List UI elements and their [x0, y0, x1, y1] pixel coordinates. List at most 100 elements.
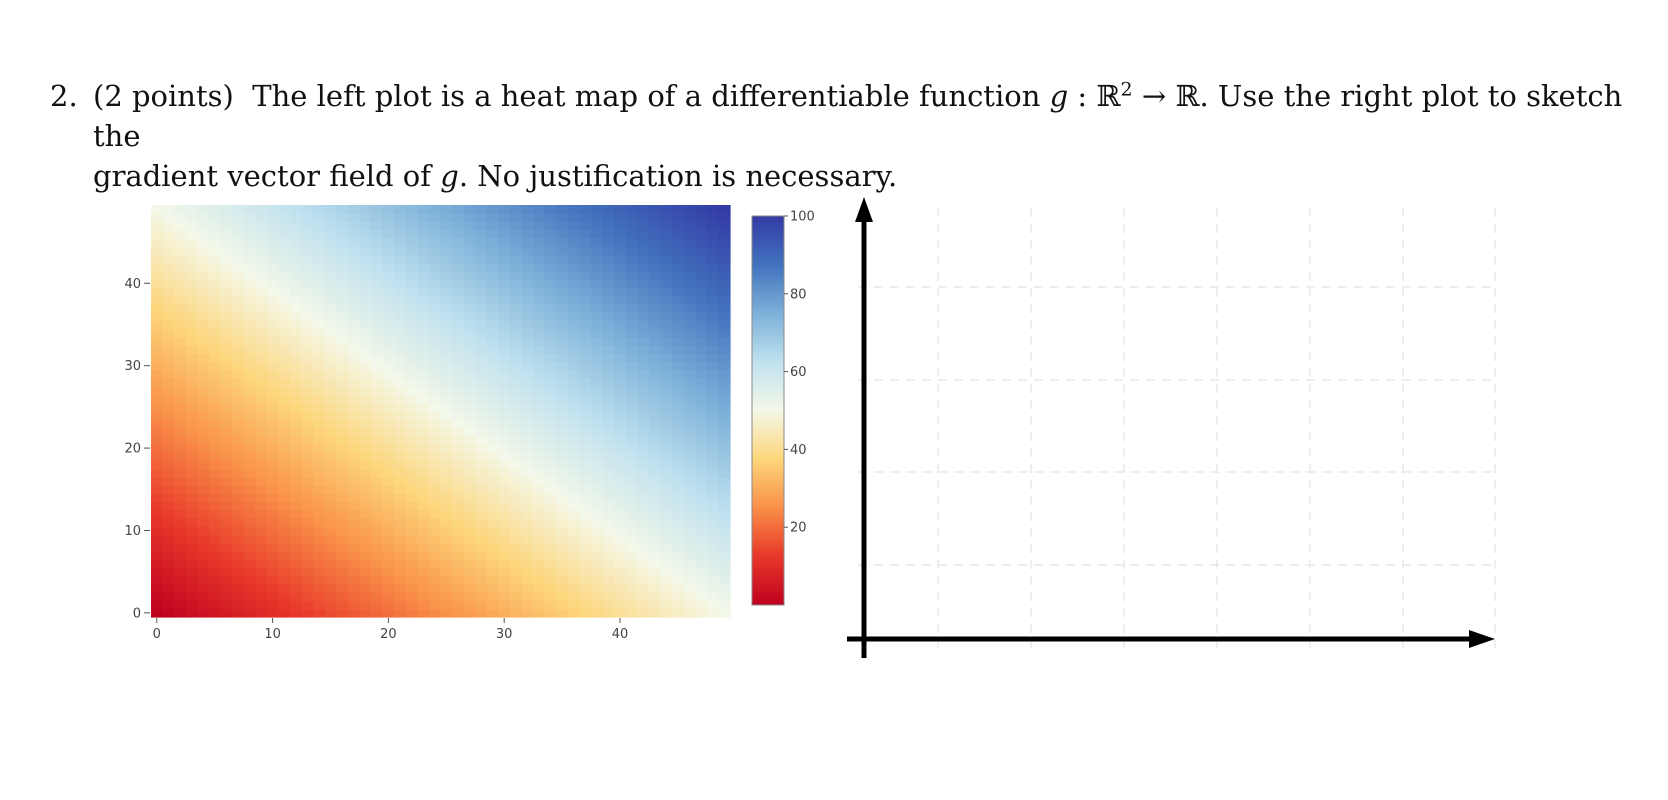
heatmap-cell	[672, 205, 685, 214]
heatmap-cell	[185, 452, 198, 462]
heatmap-cell	[336, 452, 349, 462]
heatmap-cell	[672, 575, 685, 585]
heatmap-cell	[174, 361, 187, 371]
heatmap-cell	[706, 592, 720, 602]
heatmap-cell	[602, 584, 615, 593]
heatmap-cell	[220, 262, 233, 272]
heatmap-cell	[394, 287, 407, 297]
heatmap-cell	[405, 237, 418, 247]
heatmap-cell	[533, 303, 546, 313]
heatmap-cell	[695, 345, 708, 354]
heatmap-cell	[417, 246, 430, 256]
heatmap-cell	[672, 361, 685, 371]
heatmap-cell	[683, 386, 696, 396]
heatmap-cell	[266, 501, 279, 511]
heatmap-cell	[579, 205, 592, 214]
heatmap-cell	[648, 361, 662, 371]
heatmap-cell	[533, 608, 546, 618]
heatmap-cell	[301, 600, 314, 610]
heatmap-cell	[683, 419, 696, 429]
heatmap-cell	[672, 443, 685, 453]
heatmap-cell	[232, 336, 245, 346]
heatmap-cell	[405, 534, 418, 544]
heatmap-cell	[660, 262, 673, 272]
heatmap-cell	[614, 452, 627, 462]
heatmap-cell	[266, 608, 279, 618]
heatmap-cell	[185, 205, 198, 214]
heatmap-cell	[185, 295, 198, 305]
heatmap-cell	[718, 394, 731, 404]
heatmap-cell	[347, 600, 361, 610]
heatmap-cell	[544, 279, 557, 288]
heatmap-cell	[660, 287, 673, 297]
heatmap-cell	[324, 369, 337, 379]
heatmap-cell	[521, 542, 534, 552]
heatmap-cell	[382, 468, 395, 478]
heatmap-cell	[475, 361, 488, 371]
heatmap-cell	[266, 295, 279, 305]
heatmap-cell	[533, 345, 546, 354]
heatmap-cell	[591, 361, 604, 371]
heatmap-cell	[278, 460, 291, 470]
heatmap-cell	[336, 279, 349, 288]
heatmap-cell	[371, 419, 384, 429]
heatmap-cell	[486, 493, 499, 503]
heatmap-cell	[625, 270, 638, 280]
heatmap-cell	[672, 600, 685, 610]
heatmap-cell	[614, 229, 627, 239]
heatmap-cell	[382, 378, 395, 387]
heatmap-cell	[440, 320, 453, 330]
heatmap-cell	[579, 485, 592, 494]
heatmap-cell	[556, 551, 569, 560]
heatmap-cell	[706, 303, 720, 313]
heatmap-cell	[428, 600, 442, 610]
heatmap-cell	[151, 567, 164, 577]
heatmap-cell	[463, 485, 476, 494]
heatmap-cell	[151, 600, 164, 610]
heatmap-cell	[289, 427, 303, 437]
heatmap-cell	[232, 534, 245, 544]
heatmap-cell	[394, 353, 407, 363]
heatmap-cell	[266, 246, 279, 256]
heatmap-cell	[718, 262, 731, 272]
heatmap-cell	[301, 435, 314, 445]
heatmap-cell	[417, 485, 430, 494]
heatmap-cell	[695, 427, 708, 437]
heatmap-cell	[706, 493, 720, 503]
heatmap-cell	[185, 213, 198, 223]
heatmap-cell	[660, 476, 673, 486]
heatmap-cell	[625, 443, 638, 453]
heatmap-cell	[475, 386, 488, 396]
heatmap-cell	[405, 501, 418, 511]
heatmap-cell	[394, 501, 407, 511]
heatmap-cell	[301, 402, 314, 412]
heatmap-cell	[243, 567, 256, 577]
heatmap-cell	[625, 485, 638, 494]
heatmap-cell	[313, 476, 326, 486]
heatmap-cell	[718, 402, 731, 412]
heatmap-cell	[197, 229, 210, 239]
heatmap-cell	[220, 320, 233, 330]
heatmap-cell	[509, 575, 523, 585]
heatmap-cell	[394, 237, 407, 247]
heatmap-cell	[440, 246, 453, 256]
heatmap-cell	[521, 435, 534, 445]
heatmap-cell	[498, 361, 511, 371]
heatmap-cell	[405, 328, 418, 338]
heatmap-cell	[452, 460, 465, 470]
heatmap-cell	[220, 567, 233, 577]
heatmap-cell	[243, 559, 256, 569]
heatmap-cell	[591, 452, 604, 462]
heatmap-cell	[637, 427, 650, 437]
heatmap-cell	[695, 509, 708, 519]
heatmap-cell	[278, 584, 291, 593]
heatmap-cell	[359, 443, 372, 453]
heatmap-cell	[591, 468, 604, 478]
heatmap-cell	[417, 336, 430, 346]
heatmap-cell	[452, 312, 465, 321]
problem-line1-a: The left plot is a heat map of a differe…	[252, 79, 1041, 113]
heatmap-cell	[208, 394, 222, 404]
heatmap-cell	[672, 584, 685, 593]
heatmap-cell	[602, 534, 615, 544]
heatmap-cell	[695, 452, 708, 462]
